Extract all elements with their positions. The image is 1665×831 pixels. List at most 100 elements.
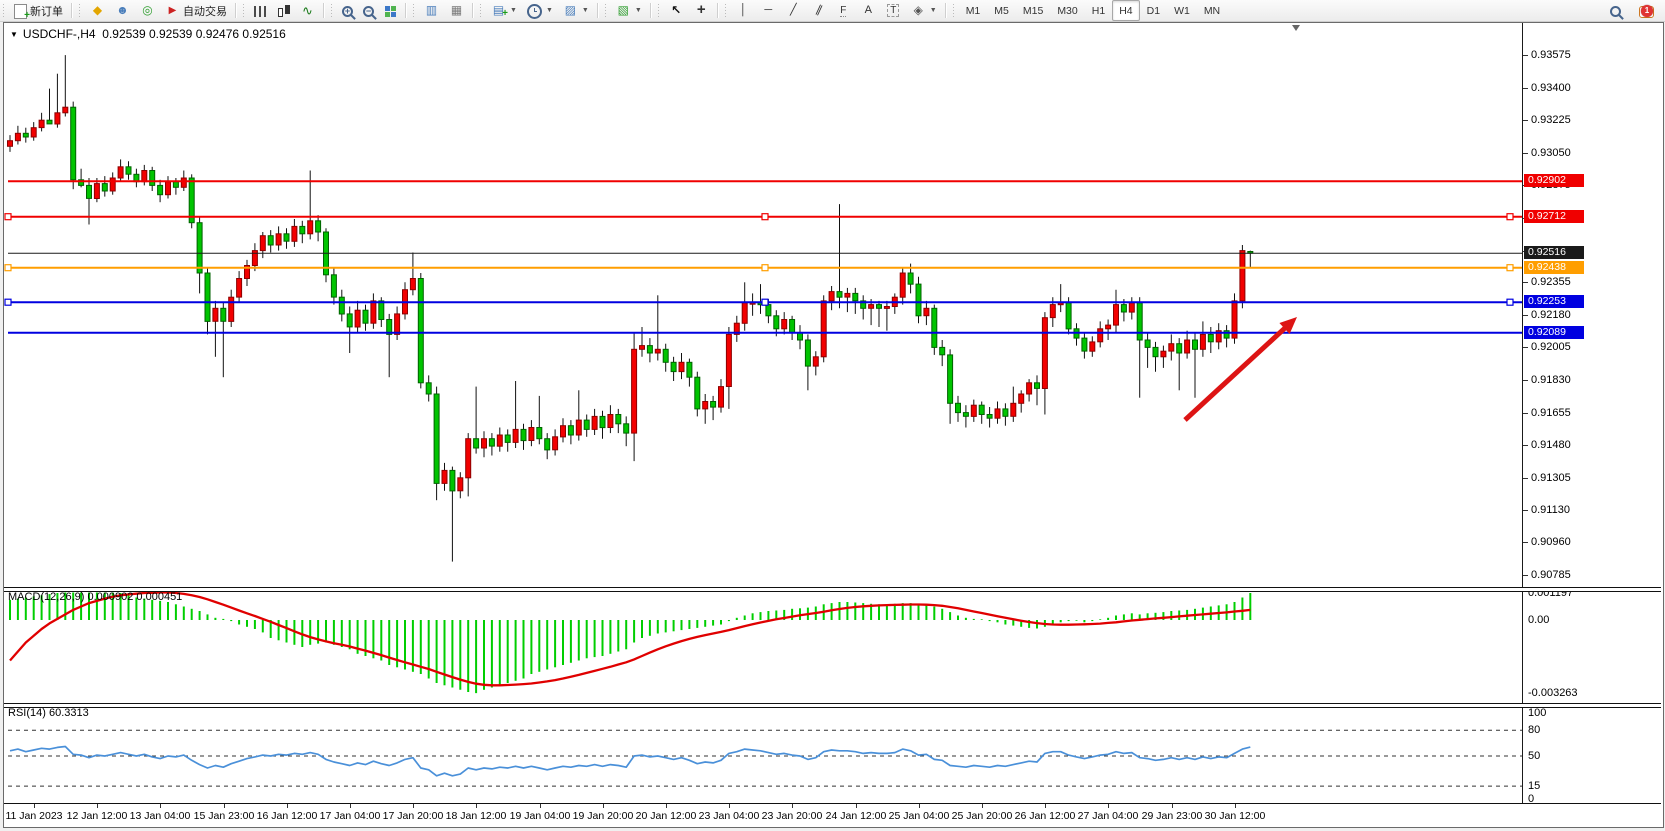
horizontal-line-0.92438[interactable] [4, 264, 1522, 272]
timeframe-m30-button[interactable]: M30 [1057, 4, 1078, 17]
chart-candles-button[interactable] [271, 0, 295, 21]
shapes-button[interactable]: ▼ [906, 0, 942, 21]
line-handle[interactable] [761, 213, 769, 221]
vertical-line-button[interactable] [731, 0, 756, 21]
rsi-indicator-label: RSI(14) 60.3313 [8, 707, 89, 719]
new-order-button[interactable]: 新订单 [9, 0, 68, 23]
notifications-button[interactable]: 1 [1634, 0, 1659, 21]
horizontal-line-button[interactable] [756, 0, 781, 21]
timeframe-m15-button[interactable]: M15 [1022, 4, 1044, 17]
window-bottom-edge [0, 827, 1665, 831]
toolbar-separator [405, 3, 407, 18]
label-button[interactable] [881, 0, 906, 21]
zoom-in-icon: + [342, 6, 353, 17]
label-icon [886, 3, 901, 18]
toolbar-grip[interactable] [413, 3, 417, 18]
timeframe-d1-button[interactable]: D1 [1146, 4, 1161, 17]
price-tick-label: 0.93575 [1523, 49, 1571, 61]
toolbar-grip[interactable] [243, 3, 247, 18]
time-tick-label: 19 Jan 04:00 [509, 810, 571, 822]
toolbar-grip[interactable] [604, 3, 609, 18]
toolbar-grip[interactable] [79, 3, 83, 18]
timeframe-m1-button[interactable]: M1 [965, 4, 981, 17]
timeframe-h1-button[interactable]: H1 [1091, 4, 1106, 17]
line-handle[interactable] [4, 213, 12, 221]
periods-button[interactable]: ▼ [522, 0, 558, 21]
track-chart-button[interactable] [444, 0, 469, 21]
time-tick-label: 12 Jan 12:00 [66, 810, 128, 822]
profiles-button[interactable] [110, 0, 135, 21]
time-tick [540, 804, 541, 808]
market-signal-button[interactable] [135, 0, 160, 21]
horizontal-line-0.92712[interactable] [4, 213, 1522, 221]
toolbar-grip[interactable] [724, 3, 729, 18]
auto-trading-button[interactable]: 自动交易 [160, 0, 232, 21]
toolbar-grip[interactable] [480, 3, 484, 18]
time-tick [1172, 804, 1173, 808]
toolbar-grip[interactable] [3, 3, 7, 18]
line-handle[interactable] [4, 264, 12, 272]
crosshair-button[interactable] [689, 0, 714, 21]
time-tick [792, 804, 793, 808]
trendline-icon [786, 3, 801, 18]
time-tick-label: 29 Jan 23:00 [1141, 810, 1203, 822]
line-handle[interactable] [1506, 298, 1514, 306]
price-tick-label: 0.90785 [1523, 569, 1571, 581]
toolbar-separator [71, 3, 73, 18]
price-tick-label: 0.91830 [1523, 374, 1571, 386]
time-tick-label: 30 Jan 12:00 [1204, 810, 1266, 822]
tile-windows-button[interactable] [379, 0, 402, 21]
macd-indicator-label: MACD(12,26,9) 0.000902 0.000451 [8, 591, 183, 603]
timeframe-h4-button[interactable]: H4 [1112, 0, 1140, 21]
time-tick-label: 25 Jan 04:00 [888, 810, 950, 822]
chart-shift-marker-icon[interactable] [1292, 25, 1300, 31]
pane-splitter-macd[interactable] [4, 587, 1661, 592]
chart-profile-button[interactable]: ▼ [611, 0, 647, 21]
line-handle[interactable] [4, 298, 12, 306]
time-tick [1235, 804, 1236, 808]
timeframe-m5-button[interactable]: M5 [994, 4, 1009, 17]
new-chart-button[interactable]: ▼ [486, 0, 522, 21]
pane-splitter-rsi[interactable] [4, 703, 1661, 708]
macd-histogram [9, 592, 1252, 694]
charts-toolbar-button[interactable] [85, 0, 110, 21]
timeframe-mn-button[interactable]: MN [1203, 4, 1221, 17]
line-handle[interactable] [1506, 264, 1514, 272]
line-handle[interactable] [761, 264, 769, 272]
time-tick-label: 23 Jan 04:00 [698, 810, 760, 822]
dropdown-arrow-icon: ▼ [581, 7, 589, 14]
zoom-in-button[interactable]: + [337, 0, 358, 21]
cursor-icon [669, 3, 684, 18]
search-button[interactable] [1605, 0, 1626, 21]
zoom-out-button[interactable]: − [358, 0, 379, 21]
toolbar-grip[interactable] [952, 3, 957, 18]
line-handle[interactable] [761, 298, 769, 306]
trendline-button[interactable] [781, 0, 806, 21]
chevron-down-icon[interactable]: ▼ [10, 30, 18, 39]
trend-arrow[interactable] [1183, 317, 1297, 422]
toolbar-grip[interactable] [331, 3, 335, 18]
time-tick [1045, 804, 1046, 808]
chart-candles-icon [276, 4, 290, 17]
toolbar: 新订单 自动交易 +− ▼ ▼ ▼ ▼ ▼ M1 M5 M15 M30 H1 H4 D1 W1 MN 1 [0, 0, 1665, 23]
templates-button[interactable]: ▼ [558, 0, 594, 21]
price-tick-label: 0.93225 [1523, 114, 1571, 126]
chart-bars-button[interactable] [249, 0, 271, 21]
text-button[interactable] [856, 0, 881, 21]
fibonacci-button[interactable] [831, 0, 856, 21]
toolbar-grip[interactable] [657, 3, 662, 18]
time-tick-label: 17 Jan 20:00 [382, 810, 444, 822]
chart-line-button[interactable] [295, 0, 320, 21]
time-tick [856, 804, 857, 808]
time-tick [350, 804, 351, 808]
auto-arrange-button[interactable] [419, 0, 444, 21]
horizontal-line-0.92253[interactable] [4, 298, 1522, 306]
line-handle[interactable] [1506, 213, 1514, 221]
cursor-button[interactable] [664, 0, 689, 21]
toolbar-separator [944, 3, 947, 18]
price-tick-label: 0.92355 [1523, 276, 1571, 288]
symbol-info[interactable]: ▼ USDCHF-,H4 0.92539 0.92539 0.92476 0.92… [10, 27, 286, 41]
timeframe-w1-button[interactable]: W1 [1174, 4, 1190, 17]
equidistant-channel-button[interactable] [806, 0, 831, 21]
